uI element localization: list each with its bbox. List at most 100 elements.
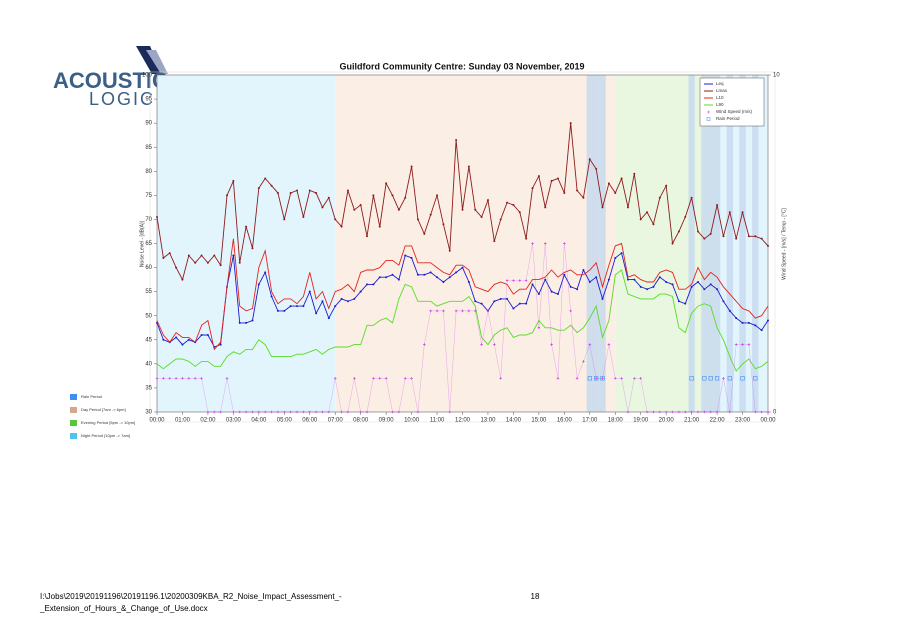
rain-band [688,75,695,412]
point [442,223,445,226]
x-tick-label: 08:00 [353,418,369,424]
series-line [156,269,769,372]
point [639,377,643,380]
point [416,218,419,221]
point [722,235,725,238]
point [372,194,375,197]
point [639,218,642,221]
point [200,377,203,380]
point [162,338,165,341]
point [703,237,706,240]
y2-axis-label: Wind Speed - [m/s] / Temp - [°C] [781,208,787,280]
point [410,256,413,259]
point [423,232,426,235]
y-tick-label: 80 [145,169,152,175]
point [614,256,617,259]
point [181,377,184,380]
point [587,376,592,381]
x-tick-label: 11:00 [430,418,445,424]
point [200,254,203,257]
point [728,309,731,312]
point [315,312,318,315]
point [543,242,547,245]
point [429,213,432,216]
period-band [615,75,718,412]
point [493,300,496,303]
point [321,410,324,414]
point [652,285,655,288]
point [537,326,541,330]
legend-label: Lmax [716,88,728,93]
point [486,309,490,313]
point [709,283,712,286]
point [366,283,369,286]
point [384,377,388,380]
period-legend-label: Day Period [7am -> 6pm] [81,407,126,412]
point [353,377,356,380]
point [219,410,222,414]
period-legend-label: Evening Period [6pm -> 10pm] [81,420,135,425]
point [391,410,394,414]
point [499,218,502,221]
point [626,206,629,209]
point [550,343,553,346]
point [537,175,540,178]
period-legend-label: Night Period [10pm -> 7am] [81,433,130,438]
point [722,377,725,380]
point [576,288,579,291]
y-tick-label: 65 [145,241,152,247]
x-tick-label: 10:00 [404,418,420,424]
point [728,211,731,214]
x-tick-label: 18:00 [608,418,624,424]
point [200,333,203,336]
point [652,223,655,226]
point [594,377,598,380]
point [741,343,744,346]
point [646,288,649,291]
x-tick-label: 17:00 [582,418,598,424]
point [263,410,267,414]
point [308,290,311,293]
y-tick-label: 50 [145,313,152,319]
point [302,410,305,414]
point [175,266,178,269]
rain-band [726,75,733,412]
point [747,321,750,324]
point [429,271,432,274]
point [690,196,693,199]
x-tick-label: 16:00 [557,418,573,424]
point [474,300,477,303]
point [397,410,401,414]
point [181,278,184,281]
point [289,410,292,414]
point [467,281,470,284]
point [735,317,738,320]
period-legend-swatch [70,394,77,400]
point [633,377,636,380]
point [582,360,585,363]
point [518,211,521,214]
y-axis-label: Noise Level - [dB(A)] [139,220,145,267]
point [435,309,439,313]
point [372,377,375,380]
point [601,206,604,209]
point [302,216,305,219]
point [206,261,209,264]
x-tick-label: 23:00 [735,418,751,424]
point [683,410,687,414]
legend-swatch [706,117,711,121]
point [506,201,509,204]
point [454,309,458,313]
point [206,410,210,414]
point [296,305,299,308]
point [353,297,356,300]
point [747,343,751,346]
point [162,377,165,380]
point [283,218,286,221]
point [455,138,458,141]
point [187,254,190,257]
point [245,225,248,228]
point [576,189,579,192]
point [550,179,553,182]
